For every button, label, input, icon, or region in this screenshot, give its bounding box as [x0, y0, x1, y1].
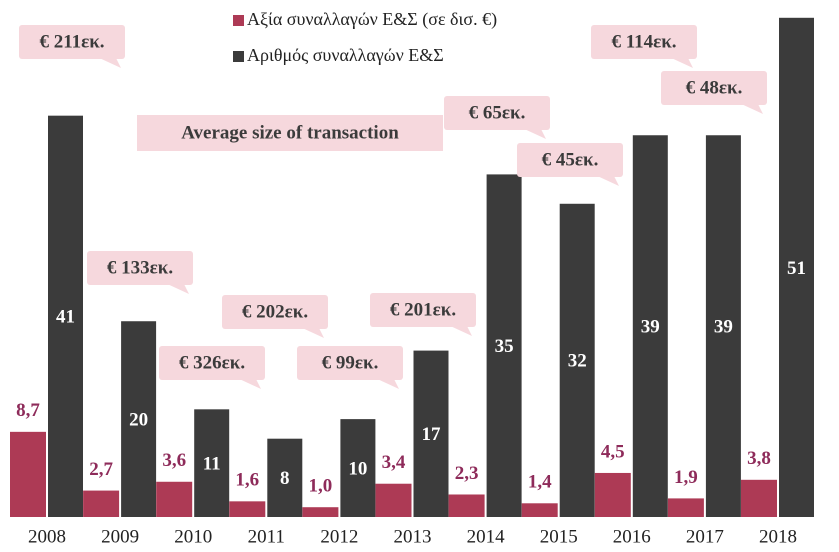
value-label: 11: [203, 454, 221, 475]
bar: [48, 115, 83, 517]
bar: [156, 481, 193, 517]
legend-swatch: [233, 15, 244, 26]
x-tick-label: 2011: [248, 526, 285, 547]
annotation: € 326εκ.: [179, 352, 245, 373]
callout-box: [661, 71, 767, 105]
bar: [340, 419, 376, 517]
bar: [302, 507, 339, 517]
bar: [741, 479, 777, 517]
x-tick-label: 2008: [28, 526, 66, 547]
bar: [10, 431, 46, 517]
value-label: 20: [129, 409, 148, 430]
legend-label: Αξία συναλλαγών Ε&Σ (σε δισ. €): [247, 9, 497, 30]
callout-box: [297, 346, 403, 380]
callout-box: [222, 295, 328, 329]
value-label: 1,9: [674, 467, 698, 488]
x-tick-label: 2010: [174, 526, 212, 547]
bar: [632, 135, 668, 517]
x-tick-label: 2018: [759, 526, 797, 547]
bar: [375, 483, 412, 517]
callout-box: [159, 346, 265, 380]
bar: [521, 503, 558, 517]
value-label: 35: [495, 336, 514, 357]
value-label: 39: [641, 316, 660, 337]
value-label: 32: [568, 351, 587, 372]
value-label: 1,4: [528, 472, 552, 493]
value-label: 2,7: [89, 459, 113, 480]
bar: [705, 135, 741, 517]
annotation: € 48εκ.: [686, 77, 743, 98]
value-label: 2,3: [455, 463, 479, 484]
value-label: 8,7: [16, 400, 40, 421]
annotation: € 65εκ.: [469, 102, 526, 123]
bar: [667, 498, 704, 517]
x-tick-label: 2012: [320, 526, 358, 547]
callout-box: [517, 143, 623, 177]
bar: [779, 17, 814, 518]
bar: [486, 174, 522, 517]
legend-swatch: [233, 51, 244, 62]
annotation-title-box: [137, 115, 443, 151]
x-tick-label: 2015: [540, 526, 578, 547]
annotation: € 114εκ.: [611, 31, 676, 52]
bar: [83, 490, 120, 517]
value-label: 3,4: [382, 452, 406, 473]
legend-label: Αριθμός συναλλαγών Ε&Σ: [247, 45, 444, 65]
x-tick-label: 2017: [686, 526, 724, 547]
value-label: 1,0: [309, 476, 333, 497]
bar: [559, 203, 595, 517]
value-label: 8: [280, 468, 290, 489]
value-label: 10: [348, 458, 367, 479]
value-label: 17: [422, 424, 442, 445]
value-label: 3,8: [747, 448, 771, 469]
value-label: 1,6: [235, 470, 259, 491]
value-label: 4,5: [601, 441, 625, 462]
annotation: € 133εκ.: [107, 257, 173, 278]
value-label: 3,6: [162, 450, 186, 471]
annotation: € 211εκ.: [39, 31, 104, 52]
annotation-title: Average size of transaction: [181, 122, 399, 143]
value-label: 41: [56, 307, 75, 328]
callout-box: [444, 96, 550, 130]
bar: [194, 409, 230, 517]
annotation: € 99εκ.: [322, 352, 379, 373]
x-tick-label: 2009: [101, 526, 139, 547]
value-label: 51: [787, 258, 806, 279]
annotation: € 45εκ.: [542, 149, 599, 170]
bar: [594, 472, 631, 517]
value-label: 39: [714, 316, 733, 337]
x-tick-label: 2013: [394, 526, 432, 547]
annotation: € 201εκ.: [390, 299, 456, 320]
bar: [448, 494, 485, 517]
callout-box: [591, 25, 697, 59]
bar: [121, 321, 157, 517]
x-tick-label: 2014: [467, 526, 506, 547]
callout-box: [370, 293, 476, 327]
bar: [413, 350, 449, 517]
bar: [267, 438, 303, 517]
bar: [229, 501, 266, 517]
callout-box: [19, 25, 125, 59]
annotation: € 202εκ.: [242, 301, 308, 322]
callout-box: [87, 251, 193, 285]
x-tick-label: 2016: [613, 526, 651, 547]
